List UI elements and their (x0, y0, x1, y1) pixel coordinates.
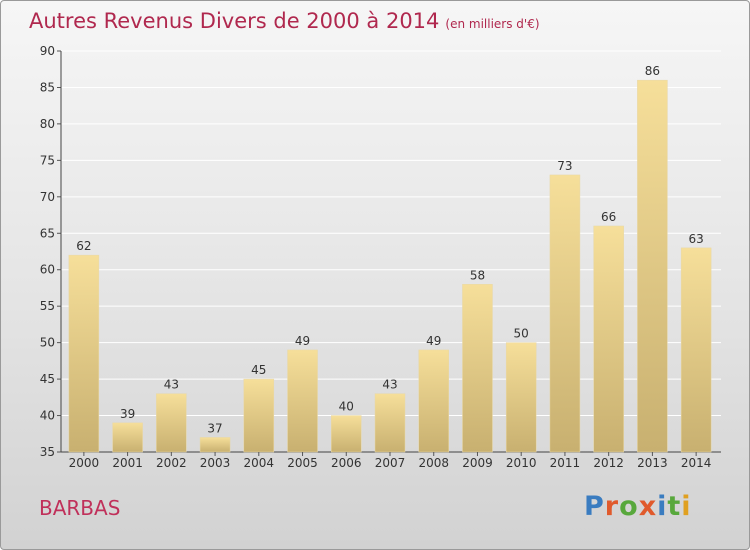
x-tick-label: 2000 (69, 456, 100, 470)
x-tick-label: 2009 (462, 456, 493, 470)
logo-letter: o (619, 491, 639, 522)
x-tick-label: 2013 (637, 456, 668, 470)
bar-value-label: 45 (251, 363, 266, 377)
bar-value-label: 63 (688, 232, 703, 246)
bar-value-label: 86 (645, 64, 660, 78)
y-tick-label: 80 (40, 117, 55, 131)
bar-value-label: 49 (295, 334, 310, 348)
bar-value-label: 66 (601, 210, 616, 224)
bar (112, 422, 143, 453)
logo-letter: r (604, 491, 620, 522)
x-tick-label: 2008 (418, 456, 449, 470)
x-tick-label: 2014 (681, 456, 712, 470)
x-tick-label: 2007 (375, 456, 406, 470)
bar-value-label: 43 (382, 378, 397, 392)
x-tick-label: 2006 (331, 456, 362, 470)
bar (287, 349, 318, 453)
chart-title: Autres Revenus Divers de 2000 à 2014 (en … (29, 9, 540, 33)
bar (156, 393, 187, 453)
x-tick-label: 2002 (156, 456, 187, 470)
bar (549, 174, 581, 453)
bar (637, 79, 668, 453)
x-tick-label: 2005 (287, 456, 318, 470)
logo-letter: x (638, 491, 658, 522)
y-tick-label: 60 (40, 263, 55, 277)
y-tick-label: 55 (40, 299, 55, 313)
x-tick-label: 2001 (112, 456, 143, 470)
place-name: BARBAS (39, 496, 121, 520)
bar-value-label: 37 (207, 421, 222, 435)
bar (505, 342, 537, 453)
y-tick-label: 50 (40, 336, 55, 350)
bar (374, 393, 406, 453)
bar (462, 284, 493, 453)
bar (593, 225, 624, 453)
bar-value-label: 40 (339, 400, 354, 414)
y-tick-label: 45 (40, 372, 55, 386)
y-tick-label: 85 (40, 80, 55, 94)
bar-value-label: 73 (557, 159, 572, 173)
bar-value-label: 39 (120, 407, 135, 421)
y-tick-label: 90 (40, 44, 55, 58)
bar-value-label: 49 (426, 334, 441, 348)
y-tick-label: 75 (40, 153, 55, 167)
logo-letter: t (667, 491, 682, 522)
x-tick-label: 2011 (550, 456, 581, 470)
y-tick-label: 65 (40, 226, 55, 240)
bar (243, 378, 275, 453)
bar (418, 349, 449, 453)
bar (680, 247, 712, 453)
bar (331, 415, 362, 453)
bar-value-label: 58 (470, 268, 485, 282)
logo-letter: i (657, 491, 668, 522)
chart-title-text: Autres Revenus Divers de 2000 à 2014 (29, 9, 440, 33)
chart-subtitle: (en milliers d'€) (445, 17, 540, 31)
y-tick-label: 35 (40, 445, 55, 459)
bar-value-label: 43 (164, 378, 179, 392)
logo-letter: i (681, 491, 692, 522)
y-tick-label: 70 (40, 190, 55, 204)
bar-value-label: 50 (514, 327, 529, 341)
x-tick-label: 2010 (506, 456, 537, 470)
bar (68, 254, 100, 453)
x-tick-label: 2003 (200, 456, 231, 470)
proxiti-logo: Proxiti (584, 491, 692, 522)
y-tick-label: 40 (40, 409, 55, 423)
x-tick-label: 2004 (244, 456, 275, 470)
logo-letter: P (584, 491, 605, 522)
x-tick-label: 2012 (593, 456, 624, 470)
bar (199, 437, 231, 453)
bar-value-label: 62 (76, 239, 91, 253)
